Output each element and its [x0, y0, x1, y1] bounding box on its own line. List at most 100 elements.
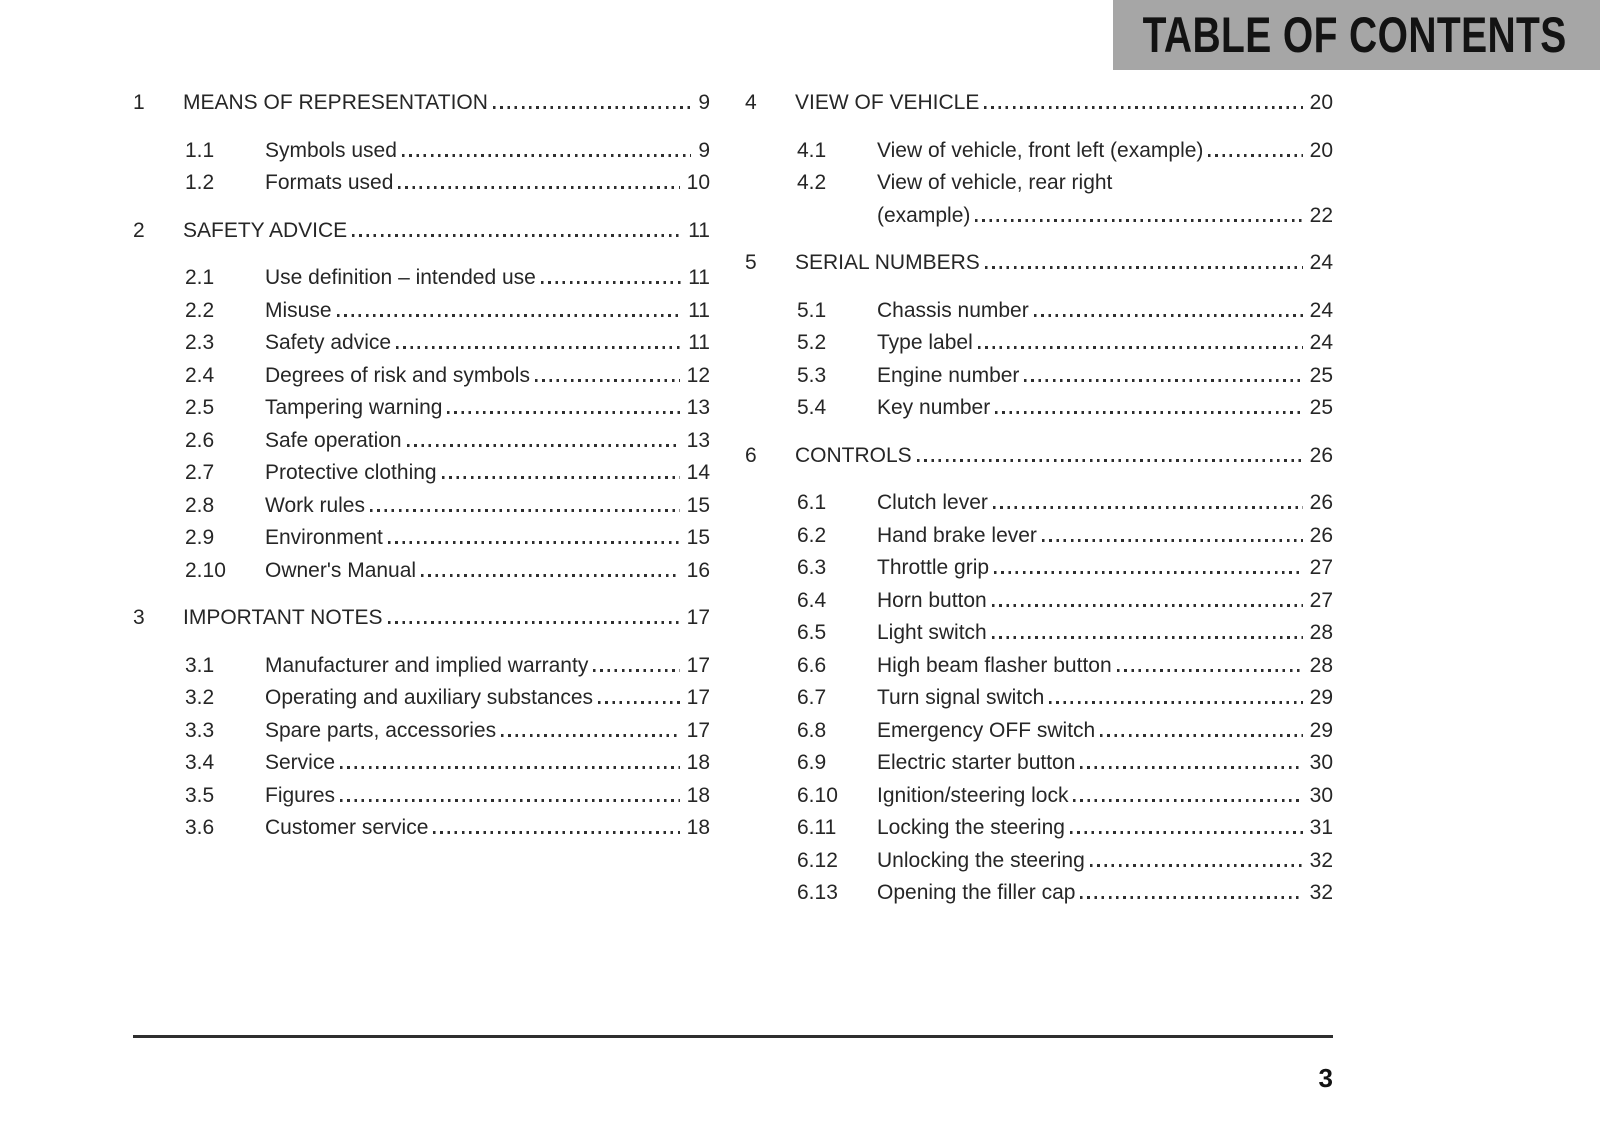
dot-leader [398, 186, 680, 189]
entry-number: 2.7 [185, 461, 215, 484]
entry-number: 2.8 [185, 493, 215, 517]
entry-number: 2.1 [185, 266, 215, 289]
section-title: SERIAL NUMBERS [795, 251, 980, 274]
dot-leader [1100, 733, 1303, 737]
dot-leader [534, 378, 680, 382]
entry-number: 5.4 [797, 396, 827, 419]
entry-page: 15 [686, 526, 710, 549]
dot-leader [447, 411, 680, 414]
entry-number: 2.2 [185, 298, 215, 322]
toc-entry: 3.3 Spare parts, accessories 17 [133, 715, 710, 748]
toc-entry: 6.3 Throttle grip 27 [745, 552, 1333, 585]
entry-title: Clutch lever [877, 491, 988, 514]
dot-leader [369, 508, 680, 512]
dot-leader [396, 346, 682, 349]
entry-title: Misuse [265, 298, 332, 322]
dot-leader [991, 603, 1303, 607]
toc-entry: 6.9 Electric starter button 30 [745, 747, 1333, 780]
entry-title: Throttle grip [877, 556, 990, 579]
toc-entry: 5.2 Type label 24 [745, 327, 1333, 360]
toc-entry: 4.2 View of vehicle, rear right [745, 167, 1333, 200]
dot-leader [387, 541, 680, 544]
toc-entry: 2.5 Tampering warning 13 [133, 392, 710, 425]
entry-page: 17 [686, 653, 710, 677]
entry-title: (example) [877, 203, 971, 227]
entry-page: 10 [686, 171, 710, 194]
toc-entry: 2.7 Protective clothing 14 [133, 457, 710, 490]
entry-number: 3.6 [185, 816, 215, 839]
entry-title: Work rules [265, 493, 365, 517]
entry-number: 3.1 [185, 653, 215, 677]
entry-page: 32 [1309, 848, 1333, 872]
toc-entry: 6.5 Light switch 28 [745, 617, 1333, 650]
dot-leader [598, 701, 680, 704]
entry-page: 11 [688, 266, 710, 289]
entry-page: 28 [1309, 621, 1333, 644]
dot-leader [406, 443, 680, 447]
toc-column-right: 4 VIEW OF VEHICLE 20 4.1 View of vehicle, fr… [745, 87, 1333, 910]
entry-number: 4.2 [797, 171, 827, 194]
entry-page: 26 [1309, 523, 1333, 547]
entry-page: 18 [686, 751, 710, 774]
toc-column-left: 1 MEANS OF REPRESENTATION 9 1.1 Symbols used… [133, 87, 710, 845]
toc-entry: 2.10 Owner's Manual 16 [133, 555, 710, 588]
section-page: 24 [1309, 251, 1333, 274]
entry-title: Figures [265, 783, 336, 807]
entry-title: Symbols used [265, 138, 397, 162]
entry-number: 5.2 [797, 331, 827, 354]
toc-entry: 4.1 View of vehicle, front left (example)… [745, 135, 1333, 168]
entry-number: 6.10 [797, 783, 838, 807]
dot-leader [916, 458, 1303, 462]
toc-entry: 6.6 High beam flasher button 28 [745, 650, 1333, 683]
toc-entry: 1.2 Formats used 10 [133, 167, 710, 200]
toc-entry: 2.3 Safety advice 11 [133, 327, 710, 360]
toc-entry: 2.6 Safe operation 13 [133, 425, 710, 458]
toc-entry: 2.1 Use definition – intended use 11 [133, 262, 710, 295]
entry-page: 24 [1309, 331, 1333, 354]
toc-entry: 6.2 Hand brake lever 26 [745, 520, 1333, 553]
entry-title: Opening the filler cap [877, 881, 1076, 904]
toc-entry: 6.11 Locking the steering 31 [745, 812, 1333, 845]
toc-entry: 3.4 Service 18 [133, 747, 710, 780]
entry-title: Engine number [877, 363, 1020, 387]
dot-leader [540, 281, 682, 284]
toc-entry: 2.8 Work rules 15 [133, 490, 710, 523]
section-title: MEANS OF REPRESENTATION [183, 91, 488, 114]
entry-title: Formats used [265, 171, 394, 194]
toc-entry: 6.12 Unlocking the steering 32 [745, 845, 1333, 878]
section-number: 6 [745, 443, 757, 467]
entry-number: 4.1 [797, 138, 827, 162]
entry-page: 13 [686, 428, 710, 452]
entry-title: Key number [877, 396, 991, 419]
dot-leader [441, 476, 680, 479]
dot-leader [1080, 896, 1303, 899]
dot-leader [977, 346, 1303, 349]
entry-number: 6.8 [797, 718, 827, 742]
entry-page: 12 [686, 363, 710, 387]
toc-section-heading: 4 VIEW OF VEHICLE 20 [745, 87, 1333, 120]
entry-number: 2.10 [185, 558, 226, 582]
dot-leader [992, 506, 1303, 509]
section-title: CONTROLS [795, 443, 912, 467]
entry-number: 6.11 [797, 816, 837, 839]
entry-page: 27 [1309, 556, 1333, 579]
entry-number: 1.1 [185, 138, 215, 162]
entry-page: 11 [688, 298, 710, 322]
toc-entry: 3.5 Figures 18 [133, 780, 710, 813]
dot-leader [387, 621, 680, 624]
entry-number: 6.2 [797, 523, 827, 547]
section-number: 2 [133, 218, 145, 242]
entry-title: Degrees of risk and symbols [265, 363, 530, 387]
entry-page: 22 [1309, 203, 1333, 227]
toc-entry: 2.2 Misuse 11 [133, 295, 710, 328]
entry-number: 6.7 [797, 686, 827, 709]
dot-leader [1041, 538, 1303, 542]
dot-leader [1089, 863, 1303, 867]
entry-page: 13 [686, 396, 710, 419]
entry-page: 17 [686, 718, 710, 742]
toc-section-heading: 6 CONTROLS 26 [745, 440, 1333, 473]
toc-entry: 2.4 Degrees of risk and symbols 12 [133, 360, 710, 393]
entry-number: 2.5 [185, 396, 215, 419]
entry-title: Hand brake lever [877, 523, 1037, 547]
entry-page: 29 [1309, 686, 1333, 709]
